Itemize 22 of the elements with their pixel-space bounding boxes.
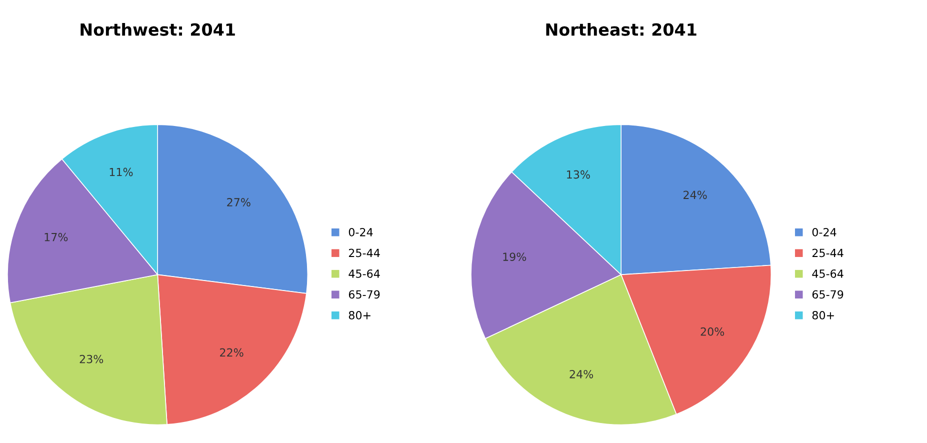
legend-label: 0-24: [348, 228, 373, 236]
legend-label: 80+: [348, 310, 370, 320]
data-label: 23%: [80, 354, 104, 364]
legend-label: 45-64: [348, 269, 380, 278]
legend-label: 80+: [812, 310, 834, 320]
legend-label: 65-79: [348, 290, 380, 299]
chart-title: Northeast: 2041: [546, 22, 696, 36]
data-label: 22%: [220, 348, 244, 357]
chart-title: Northwest: 2041: [80, 22, 235, 36]
data-label: 19%: [503, 252, 526, 261]
data-label: 27%: [227, 198, 250, 206]
data-label: 20%: [700, 327, 724, 336]
legend-label: 25-44: [812, 248, 844, 258]
data-label: 17%: [44, 232, 68, 242]
legend-label: 65-79: [812, 290, 844, 299]
data-label: 13%: [567, 170, 590, 179]
data-label: 11%: [110, 168, 133, 176]
legend-label: 0-24: [812, 228, 836, 236]
data-label: 24%: [570, 370, 594, 378]
data-label: 24%: [684, 190, 707, 200]
legend-label: 25-44: [348, 248, 380, 258]
legend-label: 45-64: [812, 269, 844, 278]
